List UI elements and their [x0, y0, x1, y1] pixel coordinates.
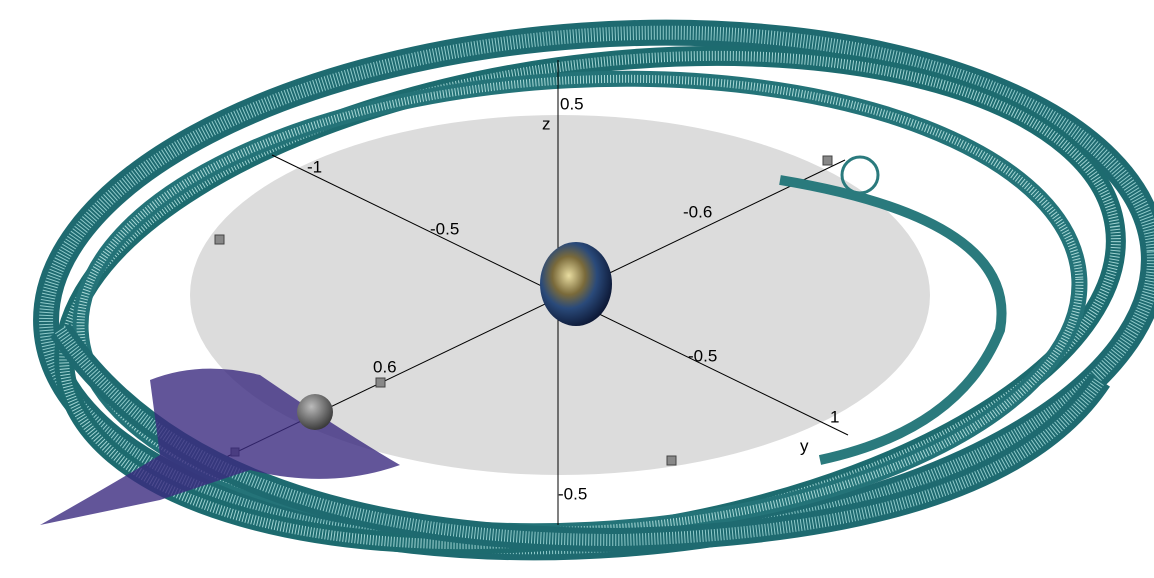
- tick-label: 0.5: [560, 94, 584, 113]
- tick-label: -0.5: [558, 484, 587, 503]
- axis-label: y: [800, 436, 809, 455]
- tick-label: -0.5: [430, 219, 459, 238]
- transfer-surface: [40, 368, 400, 525]
- tick-label: -0.5: [688, 346, 717, 365]
- moon: [297, 394, 333, 430]
- tick-label: 1: [830, 407, 839, 426]
- earth: [540, 242, 612, 326]
- axis-label: z: [542, 114, 551, 133]
- tick-label: -0.6: [683, 202, 712, 221]
- tick-label: 0.6: [373, 357, 397, 376]
- tick-label: -1: [307, 157, 322, 176]
